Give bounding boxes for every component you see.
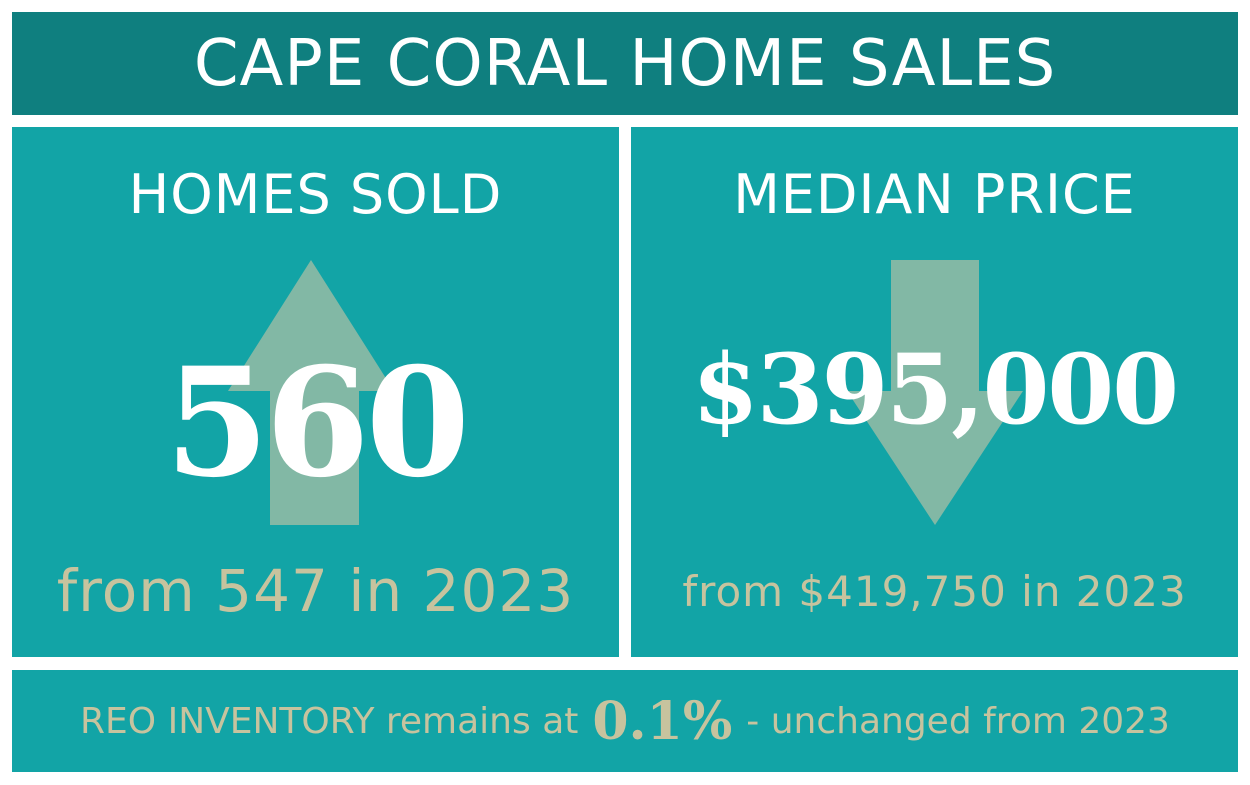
reo-inventory-value: 0.1%: [592, 690, 733, 752]
arrow-up-icon: [228, 260, 394, 525]
median-price-panel: MEDIAN PRICE $395,000 from $419,750 in 2…: [631, 127, 1238, 657]
page-title: CAPE CORAL HOME SALES: [193, 26, 1057, 101]
median-price-value: $395,000: [692, 333, 1179, 446]
arrow-down-icon: [847, 260, 1023, 525]
homes-sold-comparison: from 547 in 2023: [56, 557, 575, 625]
homes-sold-panel: HOMES SOLD 560 from 547 in 2023: [12, 127, 619, 657]
median-price-comparison: from $419,750 in 2023: [682, 567, 1187, 616]
reo-inventory-banner: REO INVENTORY remains at 0.1% - unchange…: [12, 670, 1238, 772]
median-price-heading: MEDIAN PRICE: [733, 163, 1136, 226]
reo-inventory-prefix: REO INVENTORY remains at: [80, 700, 579, 742]
homes-sold-heading: HOMES SOLD: [128, 163, 503, 226]
reo-inventory-suffix: - unchanged from 2023: [746, 700, 1170, 742]
homes-sold-value: 560: [164, 335, 470, 511]
title-banner: CAPE CORAL HOME SALES: [12, 12, 1238, 115]
